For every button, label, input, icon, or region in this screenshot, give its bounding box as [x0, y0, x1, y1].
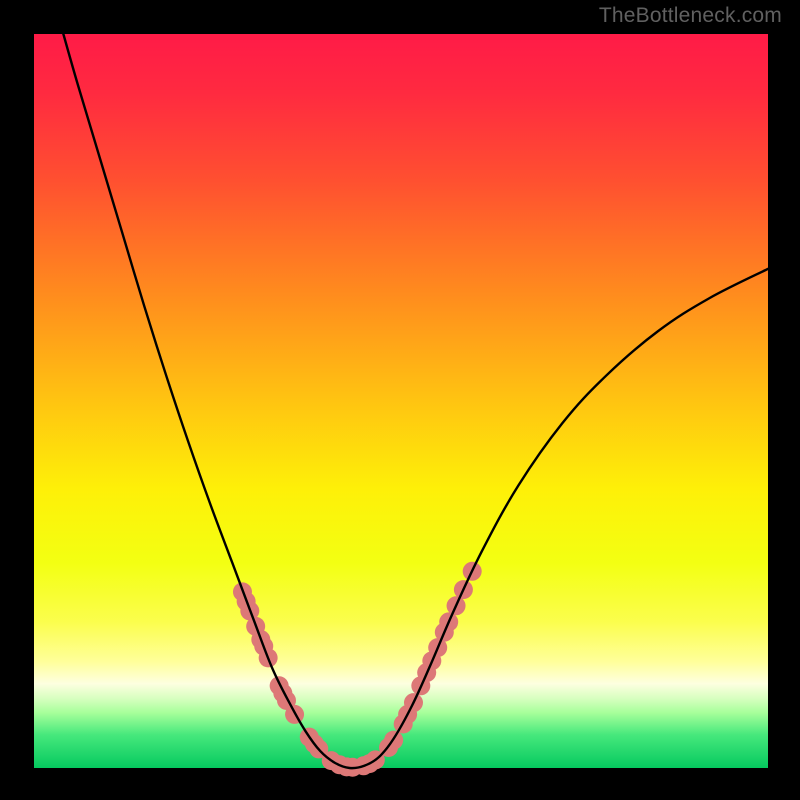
- plot-background: [34, 34, 768, 768]
- bottleneck-curve-chart: [0, 0, 800, 800]
- watermark-text: TheBottleneck.com: [599, 4, 782, 28]
- chart-container: TheBottleneck.com: [0, 0, 800, 800]
